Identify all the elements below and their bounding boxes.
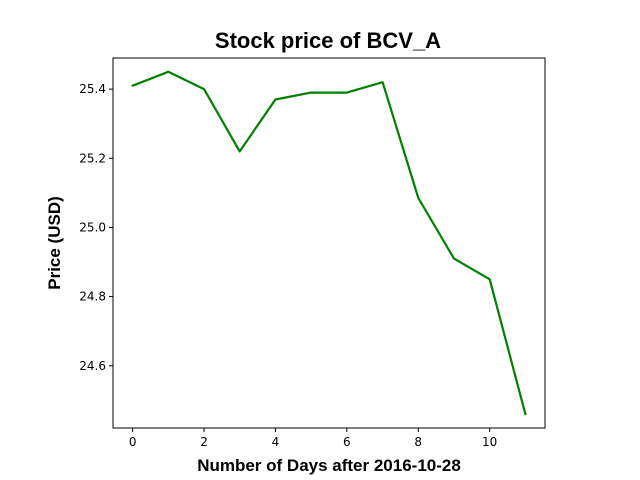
y-tick-label: 25.2 <box>79 151 106 165</box>
x-tick-label: 10 <box>482 435 497 449</box>
y-axis-label: Price (USD) <box>45 196 64 290</box>
x-axis-label: Number of Days after 2016-10-28 <box>197 456 461 475</box>
x-tick-label: 0 <box>129 435 137 449</box>
y-tick-label: 24.6 <box>79 359 106 373</box>
x-tick-label: 4 <box>272 435 280 449</box>
y-tick-label: 25.4 <box>79 82 106 96</box>
y-tick-label: 25.0 <box>79 220 106 234</box>
price-series-line <box>131 70 527 416</box>
x-tick-label: 8 <box>414 435 422 449</box>
y-tick-label: 24.8 <box>79 290 106 304</box>
chart-title: Stock price of BCV_A <box>215 28 441 53</box>
x-tick-label: 2 <box>200 435 208 449</box>
plot-frame <box>112 57 546 429</box>
x-tick-label: 6 <box>343 435 351 449</box>
